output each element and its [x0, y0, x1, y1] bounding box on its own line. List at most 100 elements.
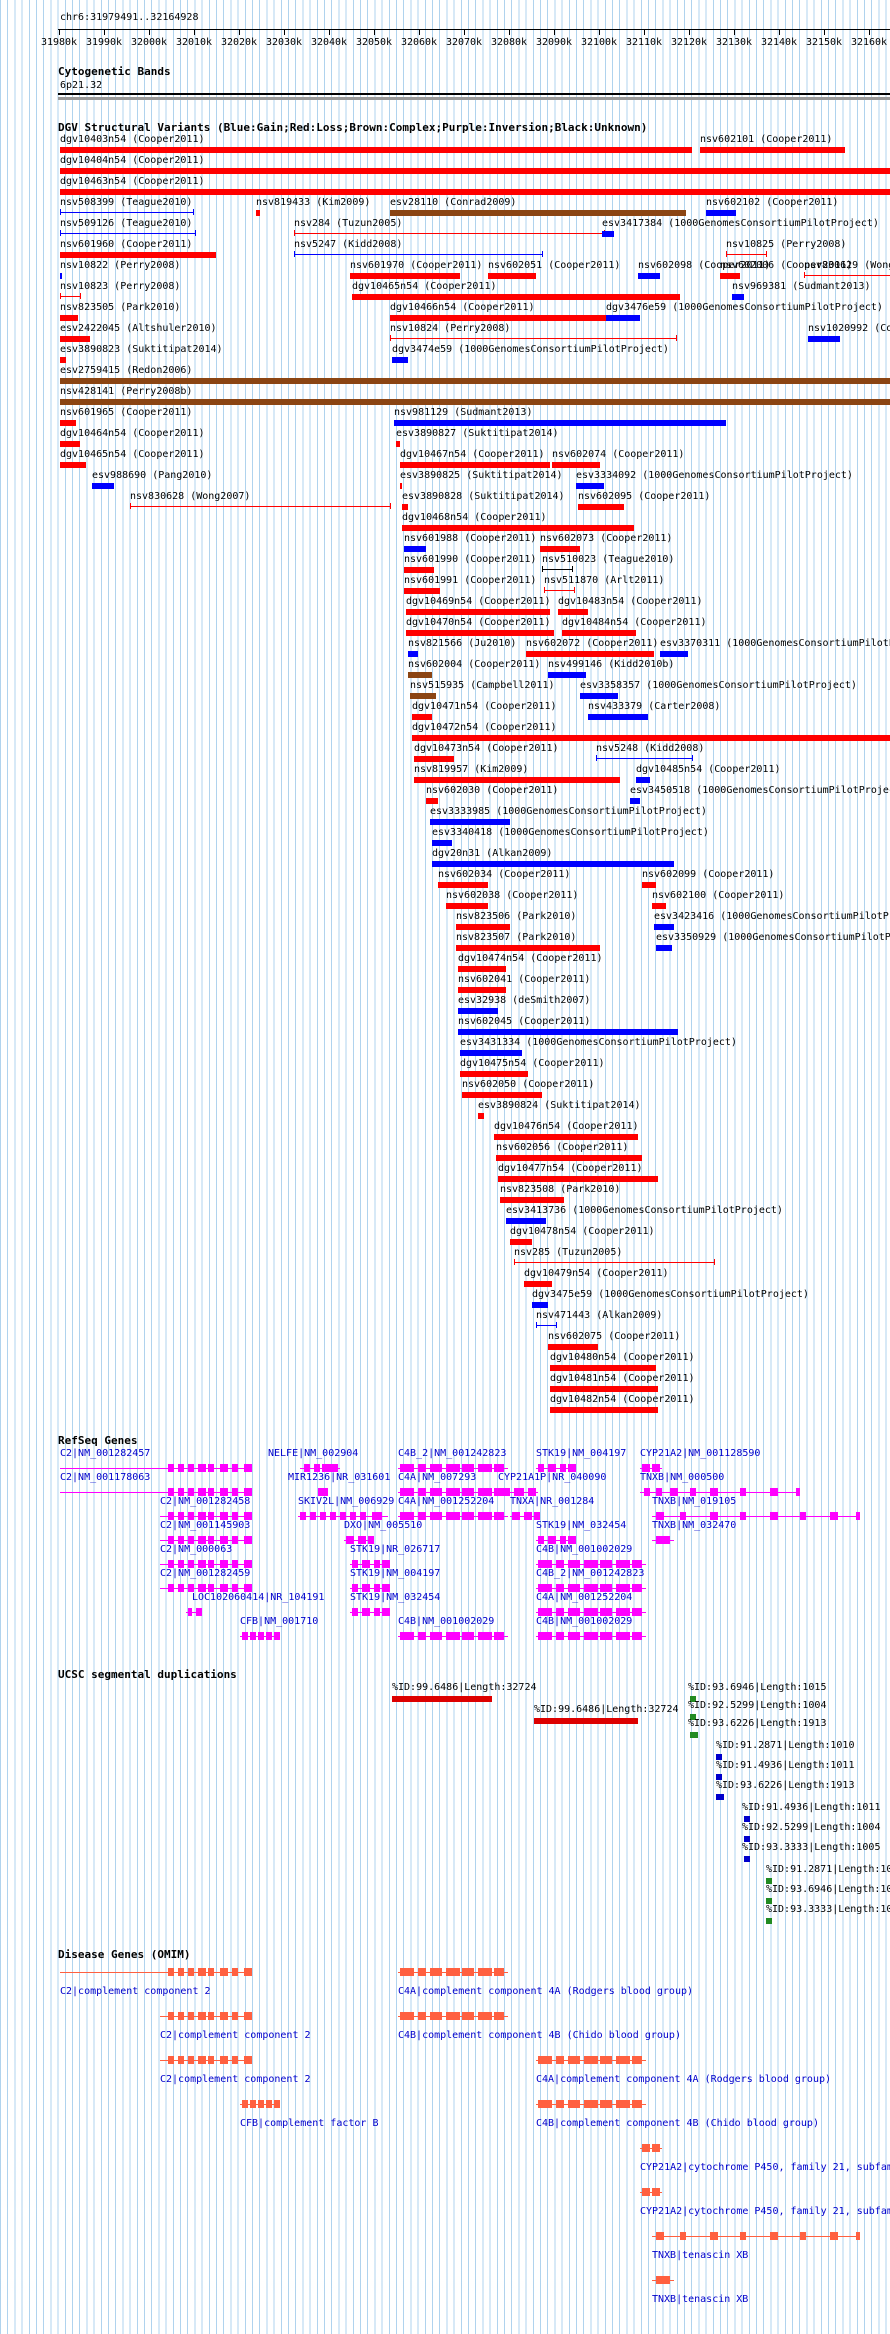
dgv-variant-label: esv3370311 (1000GenomesConsortiumPilotPr…	[660, 638, 890, 649]
segdup-label: %ID:91.4936|Length:1011	[742, 1802, 881, 1813]
dgv-variant-tick	[572, 566, 573, 572]
omim-gene-exon	[274, 2100, 280, 2108]
refseq-gene-exon	[362, 1608, 370, 1616]
dgv-variant-label: nsv601991 (Cooper2011)	[404, 575, 537, 586]
refseq-gene-exon	[360, 1512, 366, 1520]
segdup-track-header: UCSC segmental duplications	[58, 1668, 237, 1681]
dgv-variant-bar	[390, 210, 686, 216]
refseq-gene-label: TNXA|NR_001284	[510, 1496, 595, 1507]
refseq-gene-exon	[494, 1512, 504, 1520]
dgv-variant-bar	[426, 798, 438, 804]
dgv-variant-label: dgv10481n54 (Cooper2011)	[550, 1373, 695, 1384]
refseq-gene-exon	[652, 1464, 660, 1472]
refseq-gene-exon	[538, 1560, 552, 1568]
dgv-variant-bar	[458, 1029, 678, 1035]
dgv-variant-bar	[500, 1197, 564, 1203]
refseq-gene-intron	[350, 1564, 390, 1565]
dgv-variant-bar	[430, 819, 510, 825]
dgv-variant-span	[804, 275, 890, 276]
ruler-tick-label: 32140k	[760, 37, 798, 48]
dgv-variant-label: nsv981129 (Sudmant2013)	[394, 407, 533, 418]
dgv-variant-tick	[60, 209, 61, 215]
dgv-variant-bar	[412, 714, 432, 720]
dgv-variant-label: dgv3474e59 (1000GenomesConsortiumPilotPr…	[392, 344, 669, 355]
dgv-variant-label: nsv819957 (Kim2009)	[414, 764, 529, 775]
refseq-gene-exon	[584, 1584, 598, 1592]
segdup-label: %ID:92.5299|Length:1004	[742, 1822, 881, 1833]
refseq-gene-exon	[500, 1488, 510, 1496]
dgv-variant-bar	[496, 1155, 642, 1161]
dgv-variant-bar	[414, 756, 454, 762]
dgv-variant-label: esv3423416 (1000GenomesConsortiumPilotPr…	[654, 911, 890, 922]
refseq-gene-exon	[644, 1488, 650, 1496]
refseq-gene-exon	[374, 1560, 380, 1568]
dgv-variant-label: nsv602006 (Cooper2011)	[720, 260, 853, 271]
refseq-gene-exon	[446, 1632, 460, 1640]
dgv-variant-bar	[438, 882, 488, 888]
omim-gene-exon	[494, 2012, 504, 2020]
refseq-gene-exon	[178, 1464, 184, 1472]
refseq-gene-exon	[418, 1632, 426, 1640]
dgv-variant-label: nsv823507 (Park2010)	[456, 932, 577, 943]
refseq-gene-label: C4A|NM_001252204	[398, 1496, 495, 1507]
ruler-tick-label: 31980k	[40, 37, 78, 48]
refseq-gene-exon	[616, 1608, 630, 1616]
dgv-variant-label: esv3450518 (1000GenomesConsortiumPilotPr…	[630, 785, 890, 796]
refseq-gene-label: C4B_2|NM_001242823	[398, 1448, 507, 1459]
omim-gene-intron	[240, 2104, 274, 2105]
refseq-gene-exon	[244, 1512, 252, 1520]
ruler-tick-label: 32080k	[490, 37, 528, 48]
dgv-variant-label: esv3340418 (1000GenomesConsortiumPilotPr…	[432, 827, 709, 838]
refseq-gene-exon	[560, 1464, 566, 1472]
segdup-label: %ID:93.3333|Length:1005	[766, 1904, 890, 1915]
dgv-variant-label: nsv601990 (Cooper2011)	[404, 554, 537, 565]
refseq-gene-exon	[418, 1512, 426, 1520]
refseq-gene-exon	[330, 1512, 336, 1520]
dgv-variant-label: dgv3476e59 (1000GenomesConsortiumPilotPr…	[606, 302, 883, 313]
dgv-variant-bar	[506, 1218, 546, 1224]
dgv-variant-tick	[193, 209, 194, 215]
refseq-gene-exon	[352, 1584, 358, 1592]
refseq-gene-exon	[600, 1632, 612, 1640]
dgv-variant-bar	[524, 1281, 552, 1287]
omim-gene-exon	[556, 2100, 564, 2108]
dgv-variant-bar	[432, 861, 674, 867]
refseq-gene-exon	[362, 1584, 370, 1592]
refseq-gene-exon	[188, 1560, 194, 1568]
dgv-variant-label: dgv10483n54 (Cooper2011)	[558, 596, 703, 607]
refseq-gene-exon	[528, 1488, 536, 1496]
omim-gene-exon	[556, 2056, 564, 2064]
refseq-gene-exon	[220, 1536, 228, 1544]
omim-gene-exon	[770, 2232, 778, 2240]
refseq-gene-exon	[430, 1488, 442, 1496]
refseq-gene-exon	[568, 1560, 580, 1568]
dgv-variant-label: nsv509126 (Teague2010)	[60, 218, 193, 229]
omim-gene-exon	[178, 1968, 184, 1976]
omim-gene-label: C4B|complement component 4B (Chido blood…	[398, 2030, 681, 2041]
refseq-gene-label: C2|NM_001282457	[60, 1448, 151, 1459]
segdup-bar	[392, 1696, 492, 1702]
segdup-label: %ID:93.6226|Length:1913	[716, 1780, 855, 1791]
omim-gene-exon	[478, 1968, 492, 1976]
dgv-variant-bar	[478, 1113, 484, 1119]
dgv-variant-bar	[458, 1008, 498, 1014]
refseq-gene-exon	[168, 1512, 174, 1520]
ruler-tick-label: 32150k	[805, 37, 843, 48]
refseq-gene-exon	[266, 1632, 272, 1640]
refseq-gene-exon	[244, 1464, 252, 1472]
refseq-gene-exon	[538, 1536, 544, 1544]
dgv-variant-span	[390, 338, 676, 339]
refseq-gene-exon	[400, 1632, 414, 1640]
refseq-gene-exon	[168, 1560, 174, 1568]
refseq-gene-exon	[560, 1536, 566, 1544]
dgv-variant-tick	[294, 230, 295, 236]
refseq-gene-intron	[652, 1516, 860, 1517]
dgv-variant-label: nsv511870 (Arlt2011)	[544, 575, 665, 586]
dgv-variant-label: nsv602041 (Cooper2011)	[458, 974, 591, 985]
omim-gene-exon	[178, 2056, 184, 2064]
dgv-variant-label: nsv602045 (Cooper2011)	[458, 1016, 591, 1027]
dgv-variant-span	[294, 233, 604, 234]
ruler-line	[58, 29, 890, 30]
segdup-bar	[690, 1696, 696, 1702]
refseq-gene-exon	[168, 1584, 174, 1592]
